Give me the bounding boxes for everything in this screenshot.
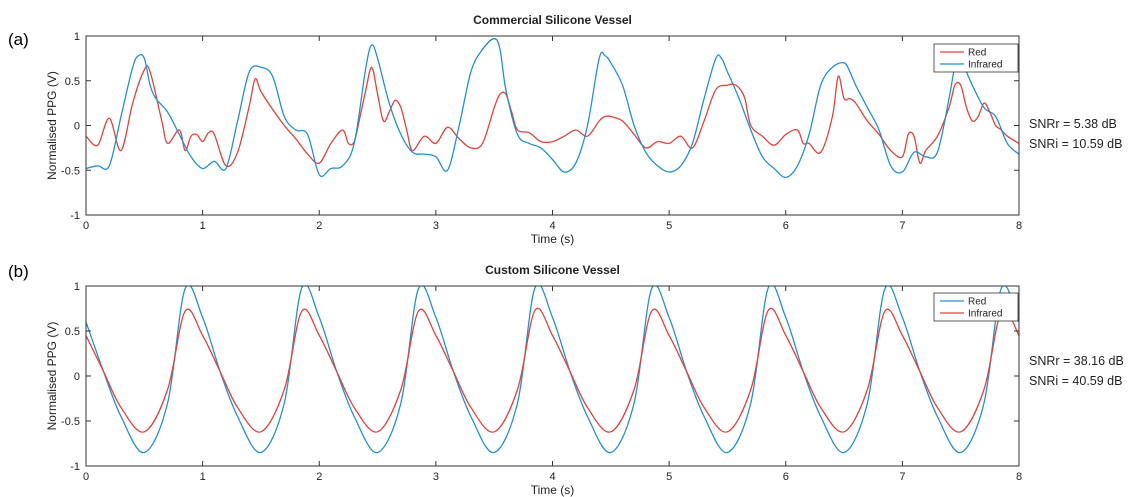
x-tick-label: 6 (783, 220, 789, 232)
snr-infrared-b: SNRi = 40.59 dB (1029, 374, 1123, 388)
x-tick-label: 7 (899, 220, 905, 232)
x-tick-label: 7 (899, 471, 905, 483)
x-tick-label: 4 (549, 220, 555, 232)
y-tick-label: 1 (74, 31, 80, 43)
x-tick-label: 0 (83, 220, 89, 232)
series-line-red (86, 286, 1019, 454)
panel-a-label: (a) (8, 30, 29, 49)
x-tick-label: 2 (316, 471, 322, 483)
x-axis-label: Time (s) (531, 232, 575, 246)
legend-label: Red (968, 297, 986, 308)
x-axis-label: Time (s) (531, 483, 575, 497)
x-tick-label: 0 (83, 471, 89, 483)
x-tick-label: 4 (549, 471, 555, 483)
chart-panel-0: Commercial Silicone Vessel 0 1 2 3 4 5 6 7 8 -1 -0.… (45, 13, 1022, 246)
axes-box (85, 285, 1020, 467)
y-tick-label: -1 (70, 461, 80, 473)
x-tick-label: 8 (1016, 220, 1022, 232)
snr-red-a: SNRr = 5.38 dB (1029, 117, 1117, 131)
snr-red-b: SNRr = 38.16 dB (1029, 354, 1124, 368)
x-tick-label: 8 (1016, 471, 1022, 483)
legend-box (933, 43, 1019, 73)
y-tick-label: 1 (74, 281, 80, 293)
x-tick-label: 1 (200, 220, 206, 232)
x-tick-label: 5 (666, 471, 672, 483)
chart-title: Custom Silicone Vessel (485, 263, 620, 277)
y-axis-label: Normalised PPG (V) (45, 71, 59, 180)
y-tick-label: 0.5 (65, 76, 80, 88)
axes-box (85, 35, 1020, 216)
chart-panel-1: Custom Silicone Vessel 0 1 2 3 4 5 6 7 8 -1 -0.5 0 0.… (45, 263, 1022, 497)
series-group (86, 286, 1019, 454)
legend-label: Red (968, 48, 986, 59)
snr-infrared-a: SNRi = 10.59 dB (1029, 137, 1123, 151)
y-tick-label: -0.5 (61, 416, 80, 428)
y-tick-label: 0 (74, 121, 80, 133)
snr-annotation-b: SNRr = 38.16 dB SNRi = 40.59 dB (1029, 351, 1124, 391)
panel-b-label: (b) (8, 262, 29, 281)
chart-title: Commercial Silicone Vessel (473, 13, 632, 27)
y-tick-label: -1 (70, 210, 80, 222)
y-axis-label: Normalised PPG (V) (45, 322, 59, 431)
legend-box (933, 292, 1019, 322)
legend-label: Infrared (968, 60, 1002, 71)
series-line-red (86, 65, 1019, 168)
series-line-infrared (86, 38, 1019, 179)
x-tick-label: 1 (200, 471, 206, 483)
y-tick-label: 0 (74, 371, 80, 383)
x-tick-label: 3 (433, 220, 439, 232)
x-tick-label: 2 (316, 220, 322, 232)
snr-annotation-a: SNRr = 5.38 dB SNRi = 10.59 dB (1029, 114, 1122, 154)
legend-label: Infrared (968, 309, 1002, 320)
y-tick-label: -0.5 (61, 165, 80, 177)
series-group (86, 38, 1019, 179)
series-line-infrared (86, 307, 1019, 433)
x-tick-label: 3 (433, 471, 439, 483)
x-tick-label: 6 (783, 471, 789, 483)
x-tick-label: 5 (666, 220, 672, 232)
y-tick-label: 0.5 (65, 326, 80, 338)
